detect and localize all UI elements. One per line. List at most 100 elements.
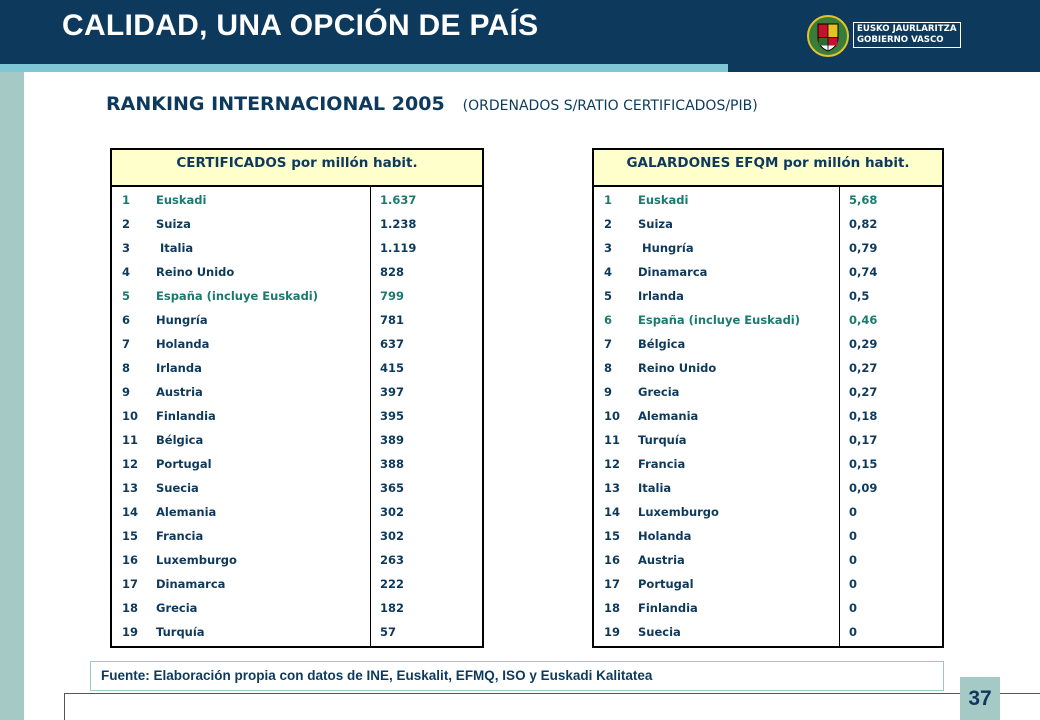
country-cell: Reino Unido (638, 361, 717, 375)
country-cell: Austria (156, 385, 203, 399)
table-row: 8 Reino Unido 0,27 (594, 360, 942, 384)
country-cell: Italia (156, 241, 194, 255)
rank-cell: 1 (122, 193, 131, 207)
ranking-note: (ORDENADOS S/RATIO CERTIFICADOS/PIB) (462, 98, 758, 114)
table-row: 5 España (incluye Euskadi) 799 (112, 288, 482, 312)
rank-cell: 4 (122, 265, 131, 279)
rank-cell: 8 (604, 361, 613, 375)
header-bar: CALIDAD, UNA OPCIÓN DE PAÍS EUSKO JAURLA… (0, 0, 1040, 72)
country-cell: Dinamarca (638, 265, 708, 279)
footer-rule-vertical (64, 693, 65, 720)
country-cell: Italia (638, 481, 672, 495)
rank-cell: 15 (122, 529, 139, 543)
table-row: 17 Portugal 0 (594, 576, 942, 600)
rank-cell: 15 (604, 529, 621, 543)
rank-cell: 14 (122, 505, 139, 519)
institution-logo-text: EUSKO JAURLARITZA GOBIERNO VASCO (853, 22, 961, 48)
section-heading: RANKING INTERNACIONAL 2005 (ORDENADOS S/R… (106, 93, 758, 115)
value-cell: 0,79 (849, 241, 878, 255)
country-cell: Bélgica (156, 433, 204, 447)
value-cell: 302 (380, 529, 405, 543)
rank-cell: 9 (122, 385, 131, 399)
value-cell: 0,82 (849, 217, 878, 231)
source-note-box: Fuente: Elaboración propia con datos de … (90, 661, 944, 691)
country-cell: Turquía (638, 433, 687, 447)
value-cell: 222 (380, 577, 405, 591)
value-cell: 263 (380, 553, 405, 567)
value-cell: 0 (849, 529, 858, 543)
country-cell: Finlandia (156, 409, 216, 423)
country-cell: España (incluye Euskadi) (156, 289, 318, 303)
value-cell: 1.119 (380, 241, 417, 255)
table-row: 11 Turquía 0,17 (594, 432, 942, 456)
rank-cell: 6 (604, 313, 613, 327)
country-cell: Turquía (156, 625, 205, 639)
galardones-table-body: 1 Euskadi 5,68 2 Suiza 0,82 3 Hungría 0,79 4 Dina… (594, 187, 942, 646)
country-cell: Dinamarca (156, 577, 226, 591)
galardones-rows: 1 Euskadi 5,68 2 Suiza 0,82 3 Hungría 0,79 4 Dina… (594, 192, 942, 648)
rank-cell: 11 (604, 433, 621, 447)
rank-cell: 7 (604, 337, 613, 351)
rank-cell: 4 (604, 265, 613, 279)
rank-cell: 5 (122, 289, 131, 303)
value-cell: 0,27 (849, 385, 878, 399)
rank-cell: 5 (604, 289, 613, 303)
rank-cell: 6 (122, 313, 131, 327)
rank-cell: 18 (122, 601, 139, 615)
country-cell: Hungría (638, 241, 694, 255)
rank-cell: 10 (122, 409, 139, 423)
table-row: 7 Holanda 637 (112, 336, 482, 360)
table-row: 14 Alemania 302 (112, 504, 482, 528)
table-row: 2 Suiza 0,82 (594, 216, 942, 240)
country-cell: Suiza (638, 217, 673, 231)
table-row: 18 Finlandia 0 (594, 600, 942, 624)
value-cell: 395 (380, 409, 405, 423)
table-row: 5 Irlanda 0,5 (594, 288, 942, 312)
value-cell: 0 (849, 553, 858, 567)
rank-cell: 17 (122, 577, 139, 591)
table-row: 9 Austria 397 (112, 384, 482, 408)
table-row: 15 Holanda 0 (594, 528, 942, 552)
rank-cell: 3 (604, 241, 613, 255)
country-cell: Reino Unido (156, 265, 235, 279)
value-cell: 828 (380, 265, 405, 279)
value-cell: 0,09 (849, 481, 878, 495)
slide-title: CALIDAD, UNA OPCIÓN DE PAÍS (62, 9, 539, 42)
table-row: 1 Euskadi 5,68 (594, 192, 942, 216)
value-cell: 1.637 (380, 193, 417, 207)
country-cell: Grecia (638, 385, 680, 399)
value-cell: 302 (380, 505, 405, 519)
value-cell: 0 (849, 505, 858, 519)
value-cell: 0,29 (849, 337, 878, 351)
country-cell: Finlandia (638, 601, 698, 615)
table-row: 18 Grecia 182 (112, 600, 482, 624)
column-divider (839, 187, 840, 646)
footer-rule (64, 693, 1040, 694)
value-cell: 388 (380, 457, 405, 471)
rank-cell: 17 (604, 577, 621, 591)
value-cell: 182 (380, 601, 405, 615)
table-row: 6 España (incluye Euskadi) 0,46 (594, 312, 942, 336)
page-number: 37 (960, 677, 1000, 720)
country-cell: Suecia (156, 481, 199, 495)
rank-cell: 13 (122, 481, 139, 495)
header-accent-strip (0, 64, 728, 72)
country-cell: Euskadi (638, 193, 689, 207)
table-row: 16 Austria 0 (594, 552, 942, 576)
table-row: 19 Suecia 0 (594, 624, 942, 648)
value-cell: 57 (380, 625, 397, 639)
value-cell: 415 (380, 361, 405, 375)
rank-cell: 10 (604, 409, 621, 423)
value-cell: 0,18 (849, 409, 878, 423)
certificados-table: CERTIFICADOS por millón habit. 1 Euskadi 1… (110, 148, 484, 648)
rank-cell: 11 (122, 433, 139, 447)
country-cell: Irlanda (156, 361, 202, 375)
value-cell: 5,68 (849, 193, 878, 207)
table-row: 12 Francia 0,15 (594, 456, 942, 480)
country-cell: Luxemburgo (156, 553, 237, 567)
value-cell: 0,17 (849, 433, 878, 447)
table-row: 4 Dinamarca 0,74 (594, 264, 942, 288)
table-row: 12 Portugal 388 (112, 456, 482, 480)
country-cell: Holanda (156, 337, 210, 351)
value-cell: 0,74 (849, 265, 878, 279)
